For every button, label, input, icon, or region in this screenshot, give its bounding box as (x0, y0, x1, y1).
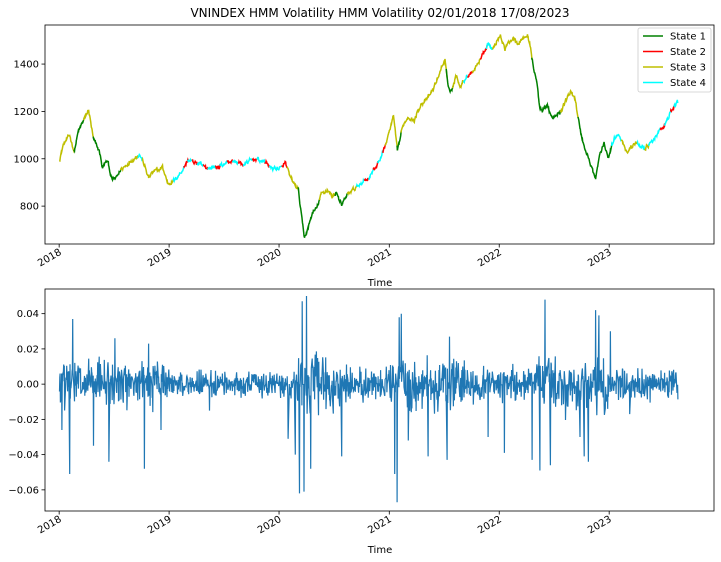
volatility-chart: 0.04 0.02 0.00 −0.02 −0.04 −0.06 2018 2019 2020… (8, 288, 715, 556)
price-series (59, 34, 679, 239)
state-3-segment (643, 143, 651, 152)
state-1-segment (531, 57, 562, 120)
state-4-segment (242, 156, 254, 167)
y-tick-label: 1200 (14, 107, 39, 118)
state-4-segment (207, 164, 217, 171)
legend-box (637, 27, 712, 93)
state-3-segment (82, 109, 95, 139)
state-1-segment (297, 187, 321, 239)
state-2-segment (202, 163, 209, 170)
plot-frame (44, 288, 715, 512)
state-4-segment (610, 133, 622, 146)
state-2-segment (281, 160, 288, 169)
y-tick-label: 0.04 (17, 309, 39, 320)
y-axis-ticks: 800 1000 1200 1400 (14, 60, 45, 213)
x-tick-label: 2021 (366, 247, 394, 269)
state-3-segment (318, 187, 336, 201)
state-4-segment (231, 159, 240, 166)
state-1-segment (334, 191, 349, 206)
legend-label: State 2 (670, 47, 706, 58)
state-2-segment (183, 157, 189, 169)
state-2-segment (467, 70, 474, 78)
state-4-segment (196, 161, 204, 168)
state-4-segment (355, 177, 366, 189)
price-chart: VNINDEX HMM Volatility HMM Volatility 02… (14, 6, 715, 289)
state-3-segment (59, 134, 75, 163)
state-1-segment (92, 136, 122, 183)
state-2-segment (226, 159, 234, 165)
state-2-segment (264, 158, 271, 168)
legend-label: State 1 (670, 32, 706, 43)
state-3-segment (491, 34, 533, 60)
state-4-segment (172, 165, 185, 184)
y-tick-label: 1400 (14, 60, 39, 71)
x-tick-label: 2019 (146, 247, 174, 269)
x-tick-label: 2023 (586, 514, 614, 536)
x-axis-ticks: 2018 2019 2020 2021 2022 2023 (36, 244, 614, 269)
x-axis-label: Time (367, 278, 392, 289)
returns-line (58, 295, 679, 503)
y-axis-ticks: 0.04 0.02 0.00 −0.02 −0.04 −0.06 (8, 309, 45, 496)
x-tick-label: 2022 (476, 247, 504, 269)
state-3-segment (620, 139, 639, 155)
y-tick-label: −0.04 (8, 450, 39, 461)
y-tick-label: 0.02 (17, 344, 39, 355)
state-2-segment (381, 143, 387, 154)
legend-label: State 3 (670, 63, 706, 74)
plot-frame (44, 24, 715, 245)
state-3-segment (141, 156, 175, 186)
x-tick-label: 2020 (256, 247, 284, 269)
x-tick-label: 2018 (36, 514, 64, 536)
state-2-segment (191, 159, 199, 166)
state-4-segment (485, 41, 494, 51)
state-4-segment (673, 99, 679, 109)
state-2-segment (669, 104, 676, 113)
y-tick-label: −0.06 (8, 485, 39, 496)
state-4-segment (137, 153, 144, 162)
state-3-segment (286, 166, 300, 191)
chart-title: VNINDEX HMM Volatility HMM Volatility 02… (190, 6, 569, 20)
state-2-segment (237, 158, 245, 167)
state-4-segment (219, 159, 229, 168)
y-tick-label: 0.00 (17, 380, 39, 391)
state-3-segment (400, 58, 448, 133)
y-tick-label: −0.02 (8, 415, 39, 426)
returns-series (58, 295, 679, 503)
x-tick-label: 2019 (146, 514, 174, 536)
x-tick-label: 2018 (36, 247, 64, 269)
state-1-segment (396, 130, 403, 151)
state-2-segment (363, 177, 370, 182)
state-4-segment (636, 139, 646, 151)
state-2-segment (372, 161, 379, 171)
state-4-segment (462, 74, 469, 85)
x-axis-ticks: 2018 2019 2020 2021 2022 2023 (36, 511, 614, 536)
state-4-segment (377, 149, 384, 164)
state-3-segment (384, 114, 399, 151)
legend[interactable]: State 1 State 2 State 3 State 4 (637, 27, 712, 93)
state-3-segment (471, 58, 482, 74)
state-3-segment (346, 184, 358, 196)
x-axis-label: Time (367, 545, 392, 556)
state-4-segment (368, 167, 375, 180)
y-tick-label: 800 (20, 202, 39, 213)
x-tick-label: 2023 (586, 247, 614, 269)
state-4-segment (647, 127, 661, 147)
state-2-segment (251, 157, 258, 164)
x-tick-label: 2021 (366, 514, 394, 536)
state-4-segment (256, 156, 266, 165)
state-3-segment (119, 154, 139, 173)
x-tick-label: 2020 (256, 514, 284, 536)
state-3-segment (451, 73, 465, 90)
y-tick-label: 1000 (14, 154, 39, 165)
state-3-segment (559, 88, 579, 118)
state-1-segment (73, 116, 86, 154)
state-4-segment (663, 109, 672, 126)
state-1-segment (577, 116, 613, 180)
x-tick-label: 2022 (476, 514, 504, 536)
state-1-segment (445, 68, 455, 95)
state-4-segment (268, 164, 282, 173)
legend-label: State 4 (670, 78, 706, 89)
